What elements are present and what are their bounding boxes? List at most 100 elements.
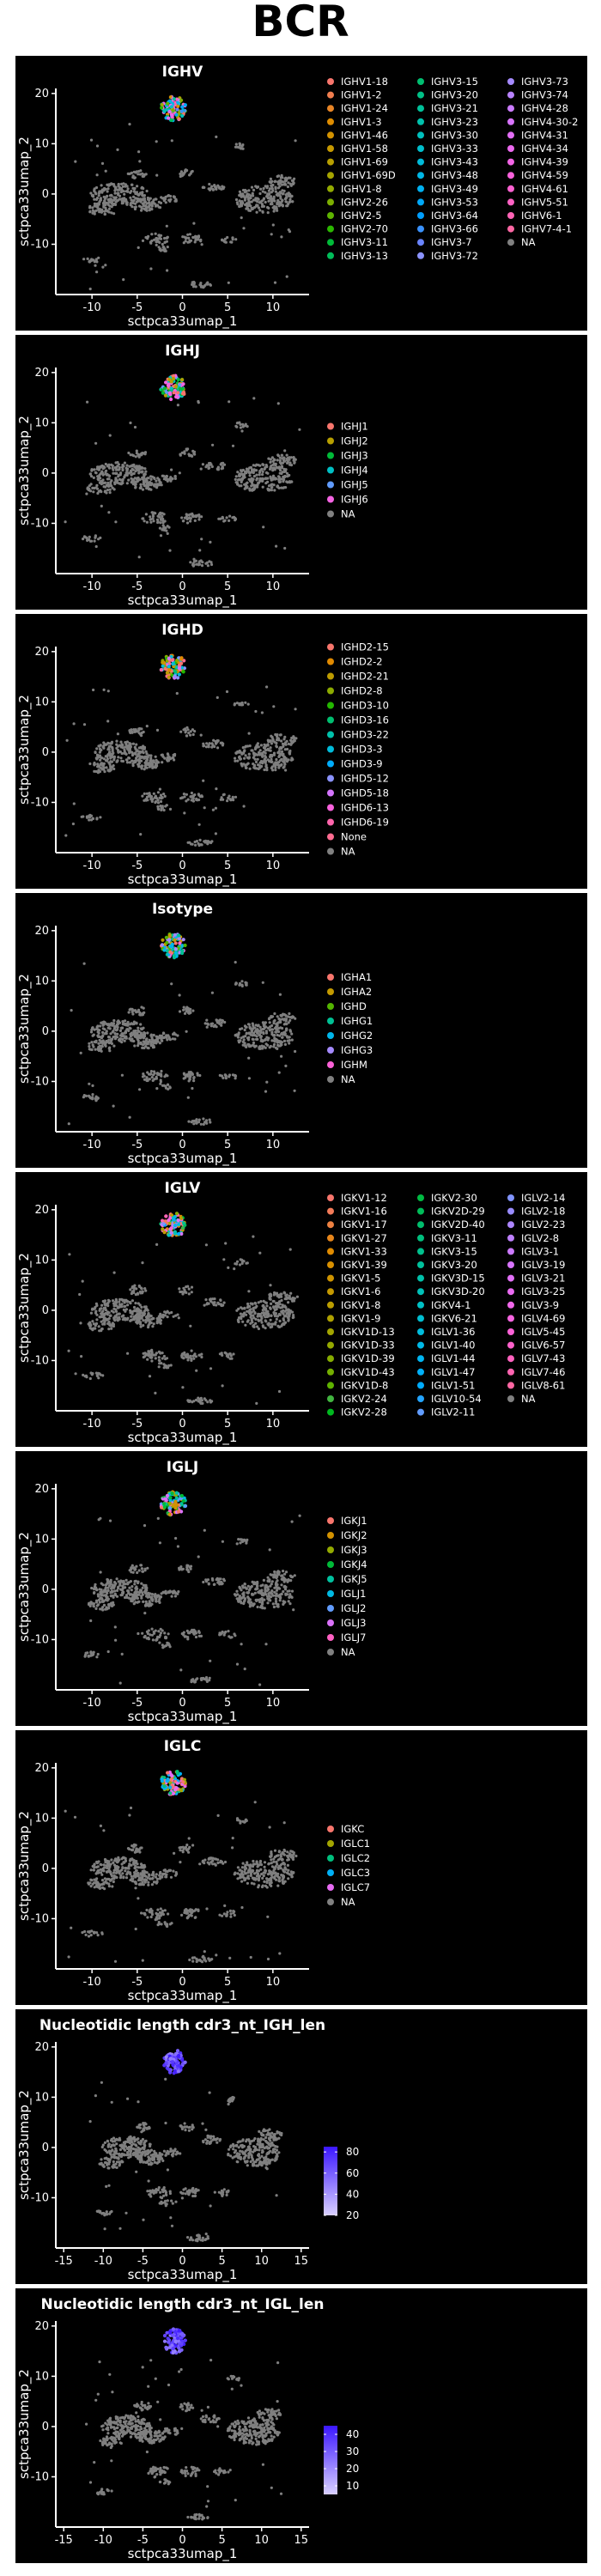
cell-point	[126, 1589, 130, 1593]
cell-point	[249, 479, 252, 483]
cell-point	[258, 749, 262, 752]
cell-point	[112, 756, 116, 760]
cell-point	[106, 1313, 109, 1316]
cell-point	[283, 197, 287, 201]
cell-point	[191, 1086, 194, 1091]
y-tick-label: 0	[42, 188, 49, 201]
cell-point	[274, 462, 277, 465]
cell-point	[283, 474, 287, 478]
cell-point	[255, 477, 259, 480]
cell-point	[276, 402, 280, 405]
cell-point	[148, 1320, 152, 1323]
cell-point	[155, 140, 158, 143]
x-tick-label: 10	[266, 301, 281, 314]
cell-point	[276, 201, 279, 204]
cell-point	[166, 1315, 169, 1319]
cell-point	[102, 485, 106, 489]
cell-point	[91, 817, 94, 820]
bcr-cell-point	[164, 1214, 168, 1218]
cell-point	[118, 1317, 121, 1321]
cell-point	[282, 1321, 287, 1325]
cell-point	[134, 485, 137, 489]
cell-point	[170, 139, 173, 143]
legend-label: IGHD3-10	[341, 700, 389, 712]
cell-point	[118, 194, 122, 197]
legend-swatch	[417, 1274, 424, 1282]
cell-point	[99, 748, 102, 751]
x-tick-label: -10	[83, 1418, 101, 1431]
cell-point	[173, 475, 177, 478]
cell-point	[106, 489, 110, 492]
bcr-cell-point	[176, 1218, 180, 1223]
legend-swatch	[417, 1341, 424, 1349]
cell-point	[238, 472, 241, 476]
legend-label: IGHV7-4-1	[521, 223, 572, 235]
cell-point	[255, 1304, 258, 1308]
cell-point	[249, 1033, 252, 1036]
cell-point	[289, 743, 293, 746]
cell-point	[197, 518, 201, 521]
cell-point	[155, 1087, 159, 1091]
cell-point	[281, 204, 284, 207]
cell-point	[106, 720, 110, 723]
cell-point	[264, 1031, 269, 1035]
cell-point	[245, 1261, 248, 1265]
cell-point	[101, 478, 105, 482]
cell-point	[108, 754, 112, 757]
cell-point	[244, 1044, 247, 1048]
cell-point	[289, 184, 293, 187]
legend-swatch	[327, 716, 334, 724]
cell-point	[167, 753, 170, 756]
cell-point	[276, 459, 279, 462]
cell-point	[270, 187, 274, 191]
cell-point	[166, 1310, 169, 1314]
cell-point	[154, 197, 157, 201]
cell-point	[161, 1032, 166, 1036]
cell-point	[142, 202, 145, 205]
cell-point	[202, 286, 205, 289]
cell-point	[141, 1261, 144, 1265]
cell-point	[246, 1023, 251, 1026]
cell-point	[190, 1291, 193, 1294]
cell-point	[275, 741, 278, 745]
cell-point	[188, 841, 191, 844]
cell-point	[115, 739, 118, 743]
cell-point	[273, 1012, 276, 1016]
legend-label: IGHV3-48	[431, 169, 478, 181]
cell-point	[102, 762, 106, 766]
bcr-cell-point	[179, 656, 184, 660]
cell-point	[156, 801, 161, 805]
cell-point	[199, 843, 203, 847]
cell-point	[255, 1030, 258, 1034]
bcr-cell-point	[169, 397, 173, 402]
cell-point	[137, 1030, 140, 1033]
cell-point	[142, 1012, 145, 1015]
cell-point	[177, 1316, 180, 1320]
cell-point	[100, 490, 103, 494]
cell-point	[243, 197, 247, 200]
cell-point	[210, 742, 214, 745]
cell-point	[145, 758, 149, 762]
cell-point	[130, 172, 133, 175]
cell-point	[184, 240, 187, 243]
legend-swatch	[507, 131, 514, 139]
cell-point	[94, 1327, 97, 1330]
cell-point	[233, 1267, 236, 1271]
cell-point	[109, 756, 112, 760]
cell-point	[244, 754, 247, 757]
cell-point	[109, 1580, 112, 1584]
cell-point	[101, 1035, 105, 1038]
cell-point	[290, 1032, 294, 1036]
cell-point	[112, 764, 115, 768]
cell-point	[247, 1077, 251, 1080]
cell-point	[157, 1358, 161, 1362]
cell-point	[216, 696, 219, 700]
cell-point	[175, 691, 179, 696]
cell-point	[173, 1031, 176, 1035]
legend-swatch	[327, 745, 334, 753]
cell-point	[114, 1309, 118, 1313]
cell-point	[158, 512, 161, 515]
cell-point	[255, 1401, 258, 1405]
cell-point	[157, 246, 161, 249]
cell-point	[155, 758, 158, 762]
